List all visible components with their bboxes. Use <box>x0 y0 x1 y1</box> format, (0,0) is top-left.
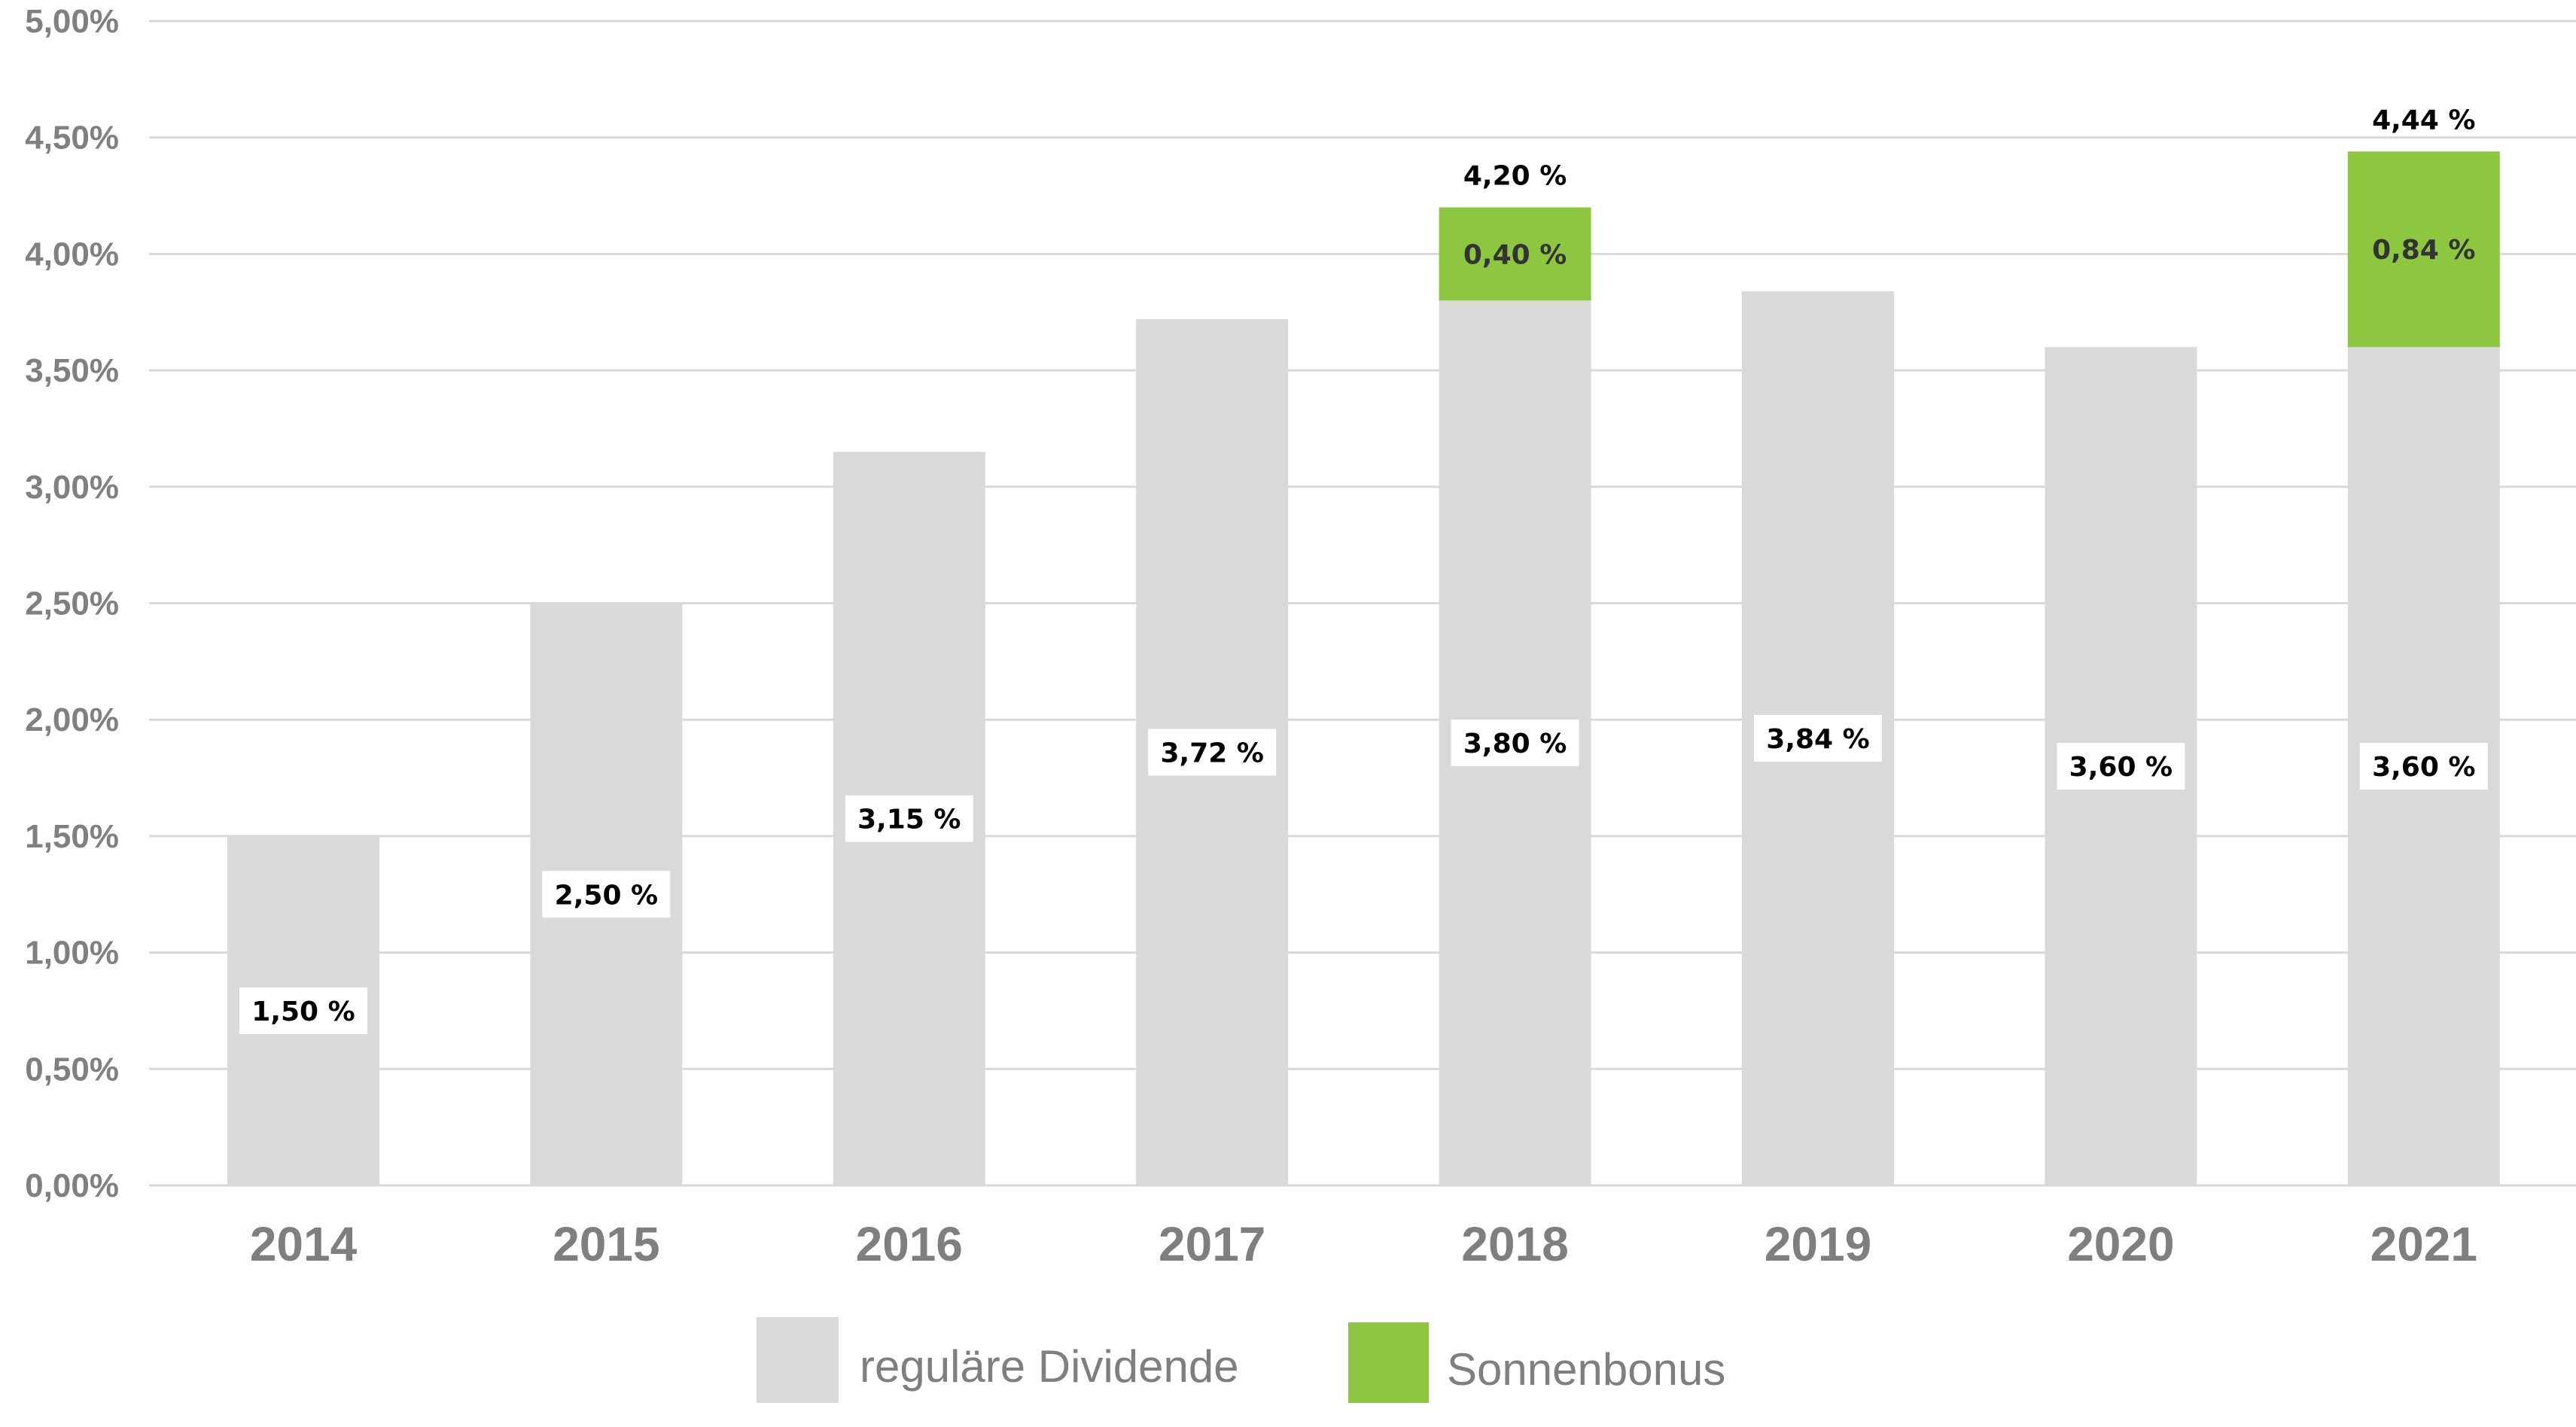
y-tick-label: 3,50% <box>25 352 119 389</box>
legend-swatch-regular <box>757 1317 839 1403</box>
x-axis-ticks: 2014 2015 2016 2017 2018 2019 2020 2021 <box>250 1217 2477 1271</box>
y-tick-label: 1,00% <box>25 935 119 972</box>
x-tick-label: 2018 <box>1461 1217 1568 1271</box>
data-label-box <box>2057 743 2185 790</box>
data-label-box <box>845 795 973 842</box>
data-label: 3,84 % <box>1766 724 1869 755</box>
data-label: 2,50 % <box>555 880 658 911</box>
y-axis-ticks: 0,00% 0,50% 1,00% 1,50% 2,00% 2,50% 3,00% 3,50%… <box>25 3 119 1204</box>
x-tick-label: 2017 <box>1159 1217 1265 1271</box>
total-label: 4,44 % <box>2372 105 2475 135</box>
y-tick-label: 1,50% <box>25 818 119 855</box>
data-label: 3,15 % <box>857 805 961 835</box>
data-label-box <box>2359 743 2488 790</box>
data-label: 3,72 % <box>1160 738 1263 769</box>
bonus-label: 0,40 % <box>1463 239 1567 270</box>
data-label-box <box>1148 729 1277 776</box>
data-label-box <box>239 987 367 1034</box>
x-tick-label: 2019 <box>1765 1217 1871 1271</box>
data-label: 1,50 % <box>251 996 355 1027</box>
y-tick-label: 4,00% <box>25 236 119 272</box>
y-tick-label: 2,50% <box>25 586 119 622</box>
bar-bonus <box>2347 151 2500 348</box>
gridlines <box>149 20 2576 1187</box>
y-tick-label: 3,00% <box>25 469 119 506</box>
legend-label-regular: reguläre Dividende <box>860 1341 1239 1392</box>
data-label: 3,60 % <box>2372 752 2475 783</box>
x-tick-label: 2015 <box>553 1217 659 1271</box>
data-label-box <box>1754 714 1882 762</box>
legend-swatch-bonus <box>1348 1322 1429 1403</box>
y-tick-label: 2,00% <box>25 701 119 738</box>
data-label: 3,80 % <box>1463 729 1567 759</box>
y-tick-label: 0,00% <box>25 1167 119 1204</box>
y-tick-label: 0,50% <box>25 1051 119 1088</box>
data-label-box <box>542 871 671 918</box>
x-tick-label: 2014 <box>250 1217 358 1271</box>
bars: 1,50 % 2,50 % 3,15 % 3,72 % 3,80 % 0,40 % 4,20… <box>227 105 2500 1186</box>
data-label-box <box>1451 720 1579 767</box>
x-tick-label: 2016 <box>856 1217 963 1271</box>
x-tick-label: 2021 <box>2370 1217 2477 1271</box>
legend-label-bonus: Sonnenbonus <box>1447 1344 1725 1395</box>
total-label: 4,20 % <box>1463 161 1567 192</box>
bar-bonus <box>1439 207 1591 301</box>
legend: reguläre Dividende Sonnenbonus <box>757 1317 1725 1403</box>
data-label: 3,60 % <box>2069 752 2173 783</box>
y-tick-label: 4,50% <box>25 120 119 157</box>
y-tick-label: 5,00% <box>25 3 119 40</box>
bonus-label: 0,84 % <box>2372 235 2475 266</box>
x-tick-label: 2020 <box>2067 1217 2174 1271</box>
